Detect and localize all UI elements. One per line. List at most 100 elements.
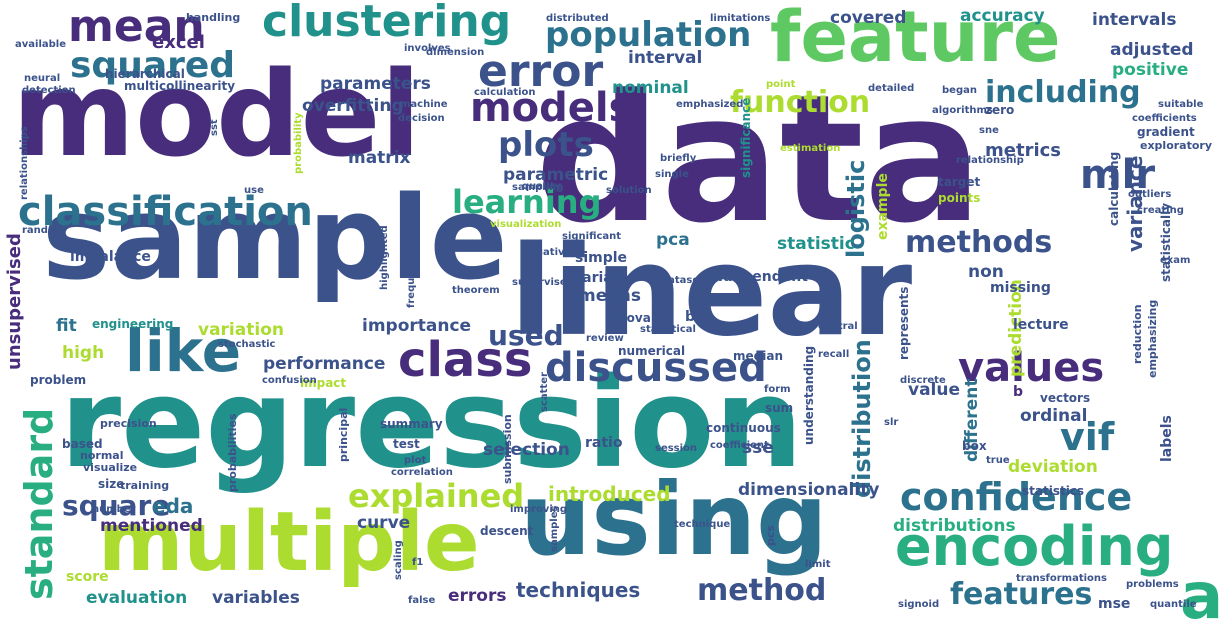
word-supervised: supervised bbox=[512, 278, 574, 288]
word-represents: represents bbox=[898, 287, 910, 360]
word-true: true bbox=[986, 456, 1010, 466]
word-signoid: signoid bbox=[898, 600, 939, 610]
word-calculating: calculating bbox=[1108, 152, 1120, 226]
word-non: non bbox=[968, 264, 1004, 281]
word-single: single bbox=[655, 170, 689, 180]
word-exam: exam bbox=[1160, 256, 1190, 266]
word-plot: plot bbox=[404, 456, 426, 466]
word-visualization: visualization bbox=[490, 220, 561, 230]
word-use: use bbox=[244, 186, 264, 196]
word-deviation: deviation bbox=[1008, 459, 1098, 476]
word-random: random bbox=[22, 226, 65, 236]
word-continuous: continuous bbox=[706, 422, 781, 434]
word-decision: decision bbox=[398, 114, 445, 124]
word-scatter: scatter bbox=[540, 372, 550, 412]
word-relationship: relationship bbox=[956, 156, 1024, 166]
word-lecture: lecture bbox=[1013, 318, 1069, 332]
word-ratio: ratio bbox=[585, 436, 622, 450]
word-coefficient: coefficient bbox=[710, 441, 769, 451]
word-machine: machine bbox=[400, 100, 448, 110]
word-used: used bbox=[488, 322, 564, 350]
word-simple: simple bbox=[575, 251, 627, 265]
word-descent: descent bbox=[480, 525, 533, 537]
word-method: method bbox=[697, 576, 826, 606]
word-technique: technique bbox=[674, 520, 730, 530]
word-quantile: quantile bbox=[1150, 600, 1197, 610]
word-missing: missing bbox=[990, 281, 1051, 295]
word-importance: importance bbox=[362, 318, 471, 335]
word-visualize: visualize bbox=[83, 462, 137, 473]
word-excel: excel bbox=[152, 34, 205, 52]
word-normal: normal bbox=[80, 450, 123, 461]
word-submission: submission bbox=[502, 414, 513, 484]
word-box: box bbox=[962, 440, 987, 452]
word-false: false bbox=[408, 596, 435, 606]
word-dimension: dimension bbox=[426, 48, 484, 58]
word-sst: sst bbox=[210, 119, 220, 136]
word-datasets: datasets bbox=[661, 276, 710, 286]
word-vectors: vectors bbox=[1040, 392, 1090, 404]
word-variance: variance bbox=[1125, 156, 1145, 252]
word-fit: fit bbox=[56, 318, 77, 335]
word-analysis: analysis bbox=[1180, 565, 1220, 619]
word-frequency: frequency bbox=[407, 251, 417, 308]
word-interval: interval bbox=[628, 50, 702, 67]
word-outliers: outliers bbox=[1128, 190, 1171, 200]
word-transformations: transformations bbox=[1016, 574, 1107, 584]
word-engineering: engineering bbox=[92, 318, 173, 330]
word-performance: performance bbox=[263, 356, 385, 373]
word-variables: variables bbox=[212, 590, 300, 607]
word-statistics: statistics bbox=[1022, 485, 1084, 497]
word-discrete: discrete bbox=[900, 376, 946, 386]
word-briefly: briefly bbox=[660, 154, 696, 164]
word-pcs: pcs bbox=[765, 525, 776, 546]
word-detection: detection bbox=[22, 86, 76, 96]
word-sne: sne bbox=[979, 126, 999, 136]
word-techniques: techniques bbox=[516, 580, 640, 600]
word-b2: b bbox=[1013, 385, 1023, 399]
word-median: median bbox=[733, 350, 783, 362]
word-methods: methods bbox=[905, 228, 1052, 258]
word-ordinal: ordinal bbox=[1020, 408, 1087, 425]
word-pca: pca bbox=[656, 232, 690, 249]
word-summary: summary bbox=[380, 418, 443, 430]
word-clustering: clustering bbox=[262, 0, 511, 44]
word-recall: recall bbox=[818, 350, 849, 360]
word-selection: selection bbox=[483, 442, 570, 459]
word-understanding: understanding bbox=[803, 346, 815, 445]
word-adjusted: adjusted bbox=[1110, 42, 1194, 59]
word-unsupervised: unsupervised bbox=[6, 233, 24, 370]
word-points: points bbox=[938, 192, 980, 204]
word-multicollinearity: multicollinearity bbox=[124, 80, 235, 92]
word-curve: curve bbox=[357, 515, 410, 532]
word-sum: sum bbox=[765, 402, 793, 414]
word-form: form bbox=[764, 385, 791, 395]
word-highlighting: highlighting bbox=[689, 296, 757, 306]
word-began: began bbox=[942, 86, 977, 96]
word-distribution: distribution bbox=[850, 339, 874, 498]
word-anova: anova bbox=[610, 312, 651, 324]
word-example: example bbox=[876, 173, 890, 240]
word-detailed: detailed bbox=[868, 84, 914, 94]
word-numerical: numerical bbox=[618, 345, 685, 357]
word-calculation: calculation bbox=[474, 88, 536, 98]
word-score: score bbox=[66, 570, 109, 584]
word-introduced: introduced bbox=[548, 484, 671, 504]
word-nominal: nominal bbox=[612, 80, 689, 97]
word-number: number bbox=[92, 505, 136, 515]
word-limit: limit bbox=[805, 560, 830, 570]
word-limitations: limitations bbox=[710, 14, 770, 24]
word-coefficients: coefficients bbox=[1132, 114, 1197, 124]
word-samples: samples bbox=[550, 506, 560, 552]
word-accuracy: accuracy bbox=[960, 8, 1045, 25]
word-gradient: gradient bbox=[1137, 126, 1195, 138]
word-matrix: matrix bbox=[348, 150, 411, 167]
word-labels: labels bbox=[1160, 415, 1174, 462]
word-explained: explained bbox=[348, 480, 524, 512]
word-session: session bbox=[655, 444, 697, 454]
word-precision: precision bbox=[100, 418, 157, 429]
word-algorithms: algorithms bbox=[932, 106, 993, 116]
word-suitable: suitable bbox=[1158, 100, 1203, 110]
word-overfitting: overfitting bbox=[302, 98, 404, 115]
word-distributions: distributions bbox=[893, 518, 1016, 535]
